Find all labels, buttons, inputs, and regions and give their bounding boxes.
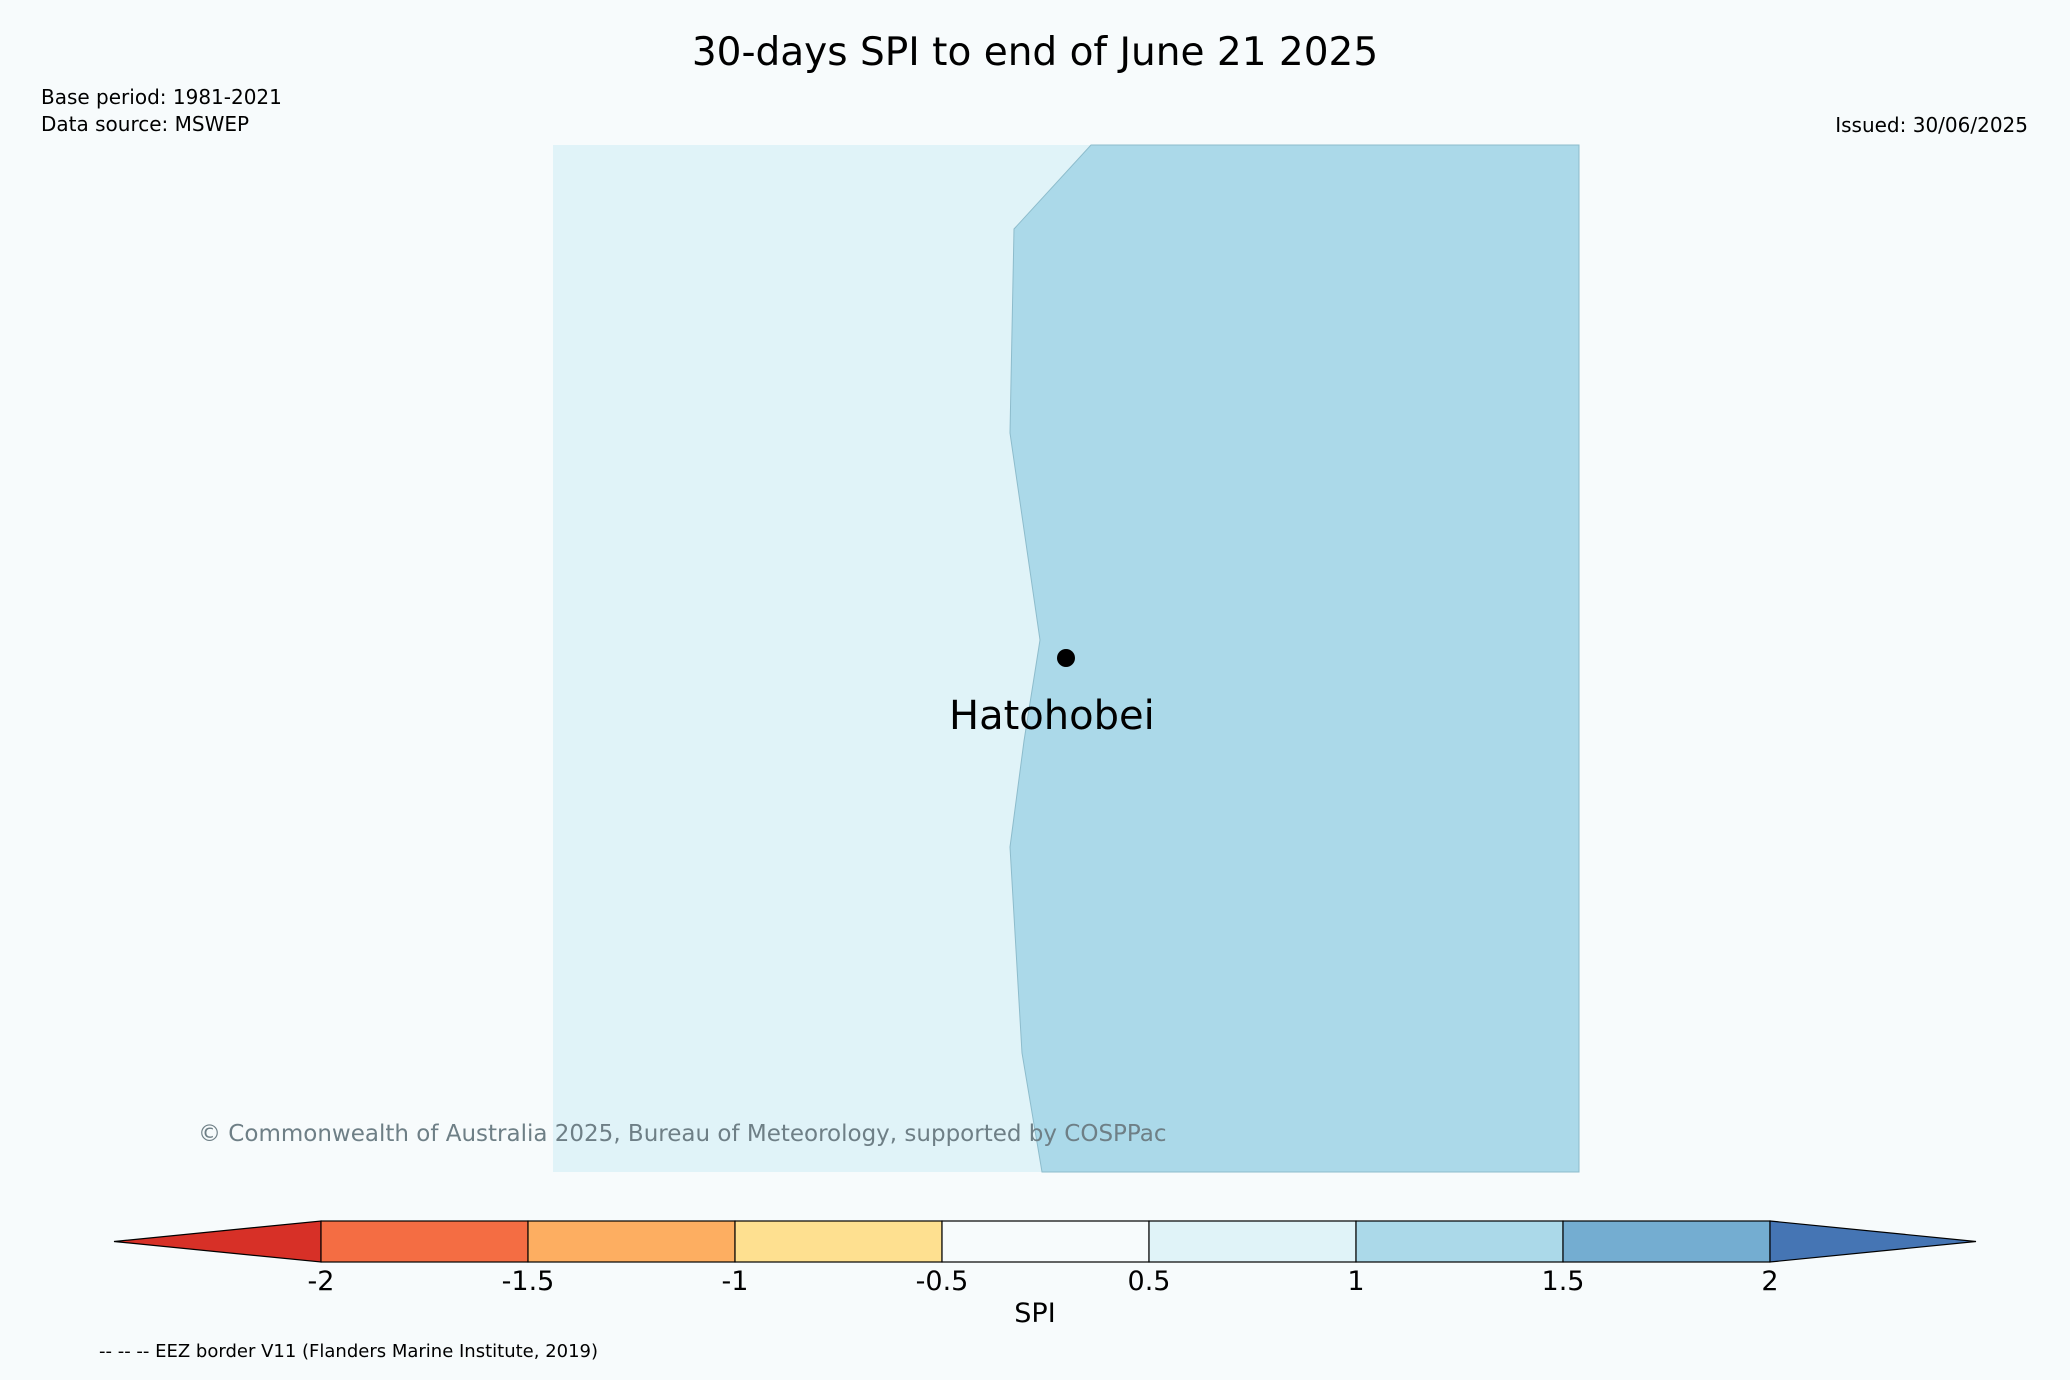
spi-colorbar — [113, 1220, 1977, 1263]
colorbar-tick-label: -0.5 — [915, 1266, 969, 1297]
colorbar-tick-label: 1.5 — [1541, 1266, 1585, 1297]
colorbar-bin — [113, 1220, 322, 1263]
colorbar-bin — [734, 1220, 943, 1263]
colorbar-tick-label: -1.5 — [501, 1266, 555, 1297]
base-period-text: Base period: 1981-2021 — [41, 85, 282, 109]
colorbar-tick-label: 2 — [1761, 1266, 1779, 1297]
place-label: Hatohobei — [949, 693, 1155, 739]
colorbar-bin — [320, 1220, 529, 1263]
colorbar-tick-label: 0.5 — [1127, 1266, 1171, 1297]
copyright-text: © Commonwealth of Australia 2025, Bureau… — [198, 1121, 1167, 1147]
colorbar-bin — [527, 1220, 736, 1263]
location-marker-icon[interactable] — [1057, 649, 1075, 667]
map-title: 30-days SPI to end of June 21 2025 — [691, 30, 1379, 75]
colorbar-bin — [1148, 1220, 1357, 1263]
issued-date-text: Issued: 30/06/2025 — [1835, 113, 2028, 137]
colorbar-bin — [1355, 1220, 1564, 1263]
colorbar-tick-label: -1 — [721, 1266, 749, 1297]
colorbar-tick-label: 1 — [1347, 1266, 1365, 1297]
spi-region-high — [1009, 144, 1580, 1173]
eez-note-text: -- -- -- EEZ border V11 (Flanders Marine… — [99, 1341, 599, 1362]
colorbar-label: SPI — [1014, 1298, 1056, 1329]
data-source-text: Data source: MSWEP — [41, 112, 250, 136]
colorbar-bin — [941, 1220, 1150, 1263]
colorbar-bin — [1562, 1220, 1771, 1263]
colorbar-bin — [1769, 1220, 1977, 1263]
colorbar-tick-label: -2 — [307, 1266, 335, 1297]
